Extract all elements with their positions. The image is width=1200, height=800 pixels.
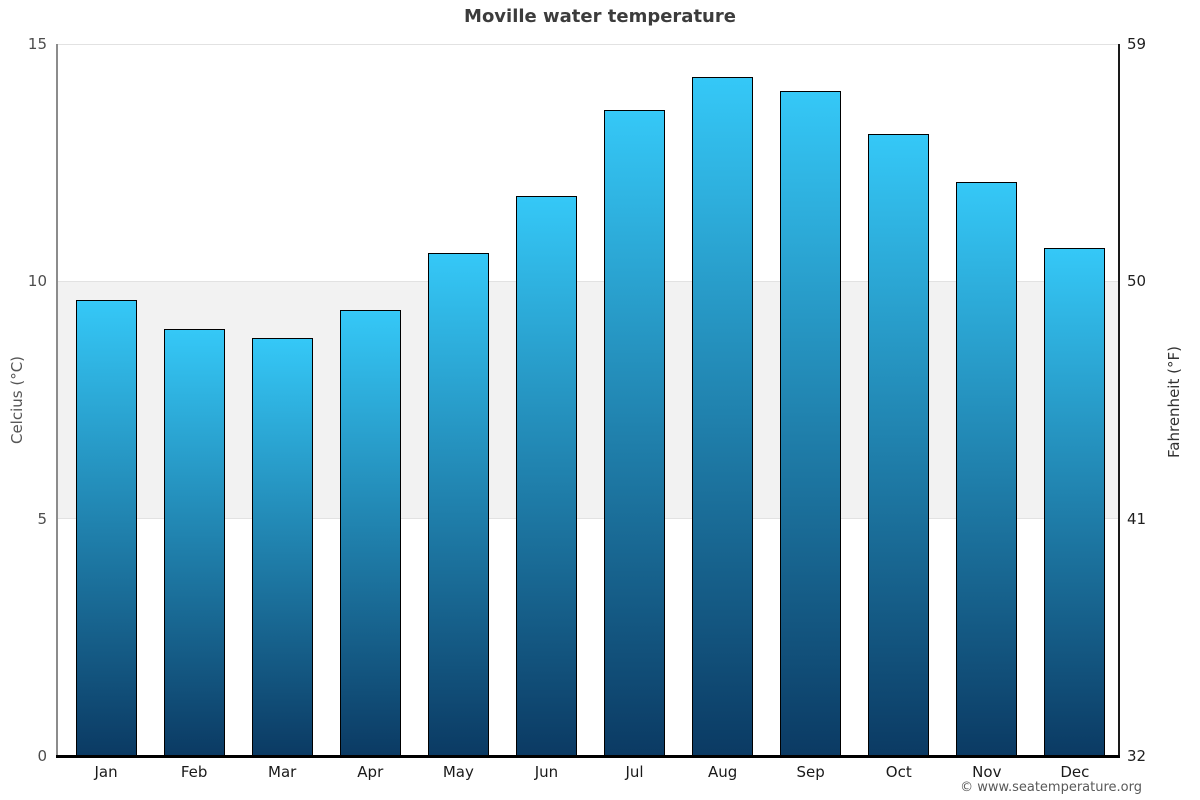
- bars-row: [57, 44, 1119, 756]
- bar-nov: [956, 181, 1018, 756]
- x-label-may: May: [442, 763, 474, 781]
- bar-slot-mar: [238, 44, 326, 756]
- y-axis-label-fahrenheit: Fahrenheit (°F): [1165, 346, 1183, 458]
- bar-slot-jul: [590, 44, 678, 756]
- bar-apr: [339, 309, 401, 756]
- x-axis-labels: Jan Feb Mar Apr May Jun Jul Aug Sep Oct Nov Dec: [57, 760, 1119, 784]
- x-label-aug: Aug: [707, 763, 738, 781]
- x-axis-line: [56, 755, 1120, 758]
- y-tick-left-0: 0: [37, 747, 47, 765]
- x-label-mar: Mar: [268, 763, 297, 781]
- x-label-dec: Dec: [1060, 763, 1090, 781]
- bar-feb: [163, 328, 225, 756]
- bar-slot-jun: [502, 44, 590, 756]
- gridline-15: [57, 43, 1119, 45]
- y-tick-left-5: 5: [37, 509, 47, 528]
- copyright-footer: © www.seatemperature.org: [960, 780, 1142, 795]
- y-tick-left-15: 15: [27, 35, 47, 53]
- y-tick-right-59: 59: [1127, 35, 1147, 53]
- bar-aug: [692, 77, 754, 756]
- x-label-apr: Apr: [357, 763, 384, 781]
- y-tick-right-41: 41: [1127, 509, 1147, 528]
- x-label-sep: Sep: [796, 763, 825, 781]
- bar-jan: [75, 300, 137, 756]
- y-axis-label-celsius: Celcius (°C): [8, 355, 26, 445]
- y-tick-right-50: 50: [1127, 272, 1147, 291]
- x-label-jan: Jan: [94, 763, 118, 781]
- grid-band: [57, 281, 1119, 519]
- x-label-feb: Feb: [180, 763, 208, 781]
- bar-sep: [780, 91, 842, 756]
- bar-slot-dec: [1031, 44, 1119, 756]
- plot-area: [56, 43, 1120, 758]
- bar-slot-aug: [679, 44, 767, 756]
- bar-jun: [515, 195, 577, 756]
- bar-jul: [604, 110, 665, 756]
- chart-title: Moville water temperature: [464, 6, 736, 27]
- y-axis-line-right: [1118, 44, 1120, 756]
- bar-slot-nov: [943, 44, 1031, 756]
- x-label-jun: Jun: [534, 763, 559, 781]
- bar-slot-sep: [767, 44, 855, 756]
- x-label-oct: Oct: [885, 763, 912, 781]
- bar-slot-jan: [62, 44, 150, 756]
- y-axis-line-left: [56, 44, 58, 756]
- gridline-5: [57, 518, 1119, 520]
- bar-slot-may: [414, 44, 502, 756]
- bar-slot-oct: [855, 44, 943, 756]
- gridline-10: [57, 280, 1119, 282]
- bar-may: [427, 252, 489, 756]
- x-label-nov: Nov: [972, 763, 1002, 781]
- y-tick-right-32: 32: [1127, 747, 1147, 765]
- bar-oct: [868, 134, 930, 756]
- bar-dec: [1044, 248, 1106, 756]
- x-label-jul: Jul: [625, 763, 644, 781]
- bar-slot-apr: [326, 44, 414, 756]
- bar-slot-feb: [150, 44, 238, 756]
- y-tick-left-10: 10: [27, 272, 47, 291]
- bar-mar: [251, 338, 313, 756]
